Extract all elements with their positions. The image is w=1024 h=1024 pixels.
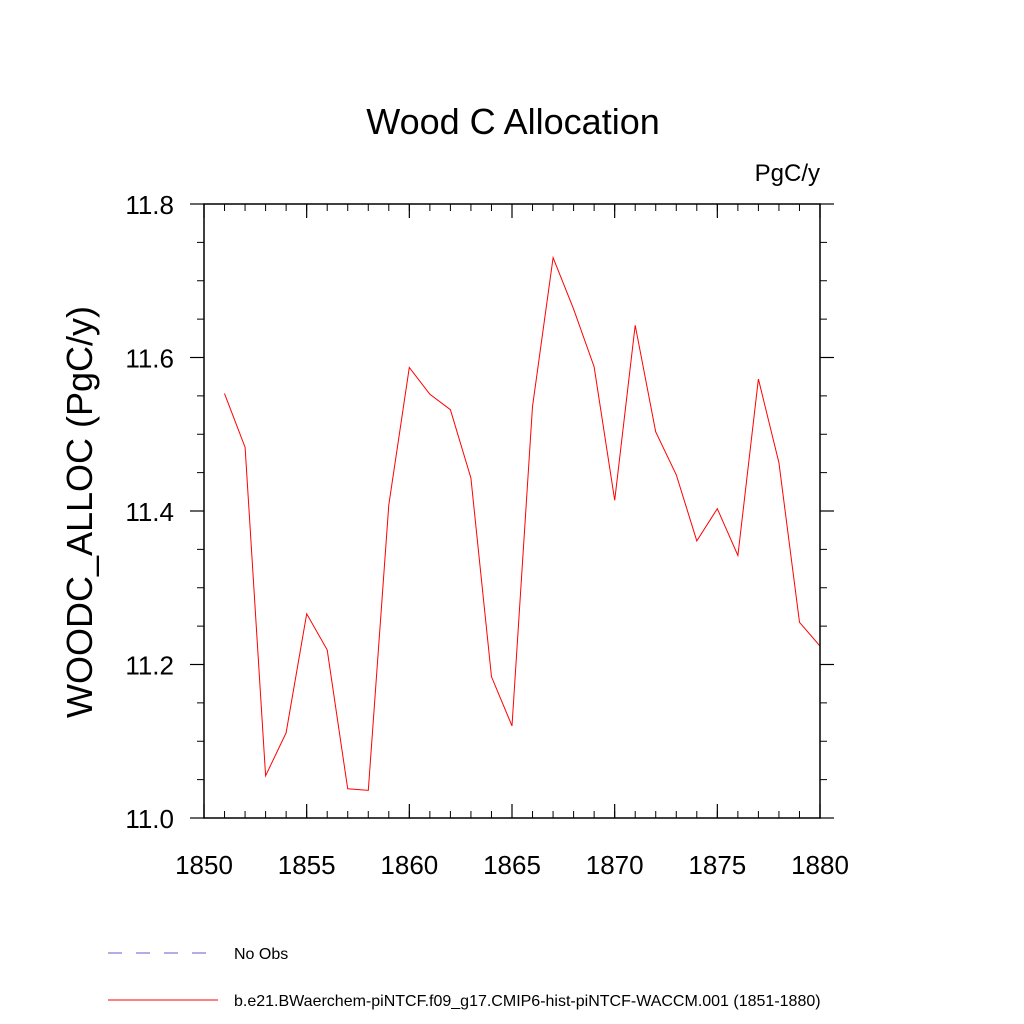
- y-tick-label: 11.8: [125, 190, 174, 220]
- x-tick-label: 1860: [380, 850, 438, 880]
- chart-title: Wood C Allocation: [366, 101, 660, 142]
- series-line: [224, 255, 821, 791]
- x-tick-label: 1850: [175, 850, 233, 880]
- y-tick-label: 11.4: [125, 497, 174, 527]
- series-layer: [224, 255, 821, 791]
- legend-label-no-obs: No Obs: [234, 946, 288, 963]
- y-tick-label: 11.6: [125, 344, 174, 374]
- x-tick-label: 1870: [586, 850, 644, 880]
- x-tick-label: 1880: [791, 850, 849, 880]
- x-tick-label: 1865: [483, 850, 541, 880]
- y-tick-label: 11.2: [125, 651, 174, 681]
- x-tick-label: 1855: [278, 850, 336, 880]
- y-axis-label: WOODC_ALLOC (PgC/y): [59, 306, 100, 718]
- tick-labels: 1850 1855 1860 1865 1870 1875 1880 11.0 11.2 11.4…: [125, 190, 849, 880]
- legend-label-model: b.e21.BWaerchem-piNTCF.f09_g17.CMIP6-his…: [234, 993, 821, 1010]
- legend: No Obs b.e21.BWaerchem-piNTCF.f09_g17.CM…: [108, 946, 821, 1010]
- y-tick-label: 11.0: [125, 804, 174, 834]
- plot-frame: [203, 203, 821, 819]
- units-label: PgC/y: [755, 160, 820, 187]
- x-tick-label: 1875: [688, 850, 746, 880]
